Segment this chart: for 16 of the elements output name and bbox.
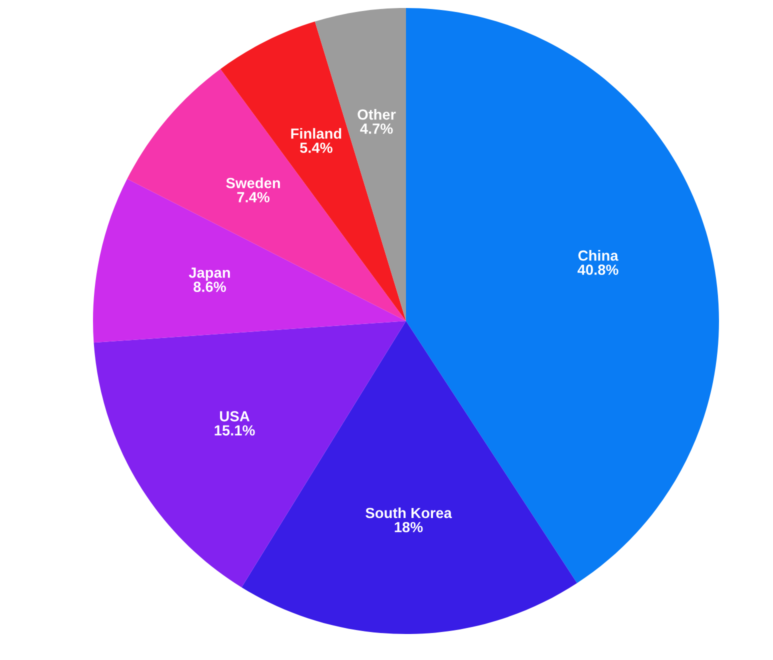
data-label: 40.8% <box>578 264 618 275</box>
slice-label: Japan <box>188 268 230 281</box>
slice-label: Finland <box>291 128 342 139</box>
data-label: 4.7% <box>360 124 393 134</box>
data-label: 8.6% <box>194 282 226 292</box>
slice-label: Other <box>358 109 396 120</box>
slice-label: South Korea <box>366 507 452 518</box>
data-label: 7.4% <box>237 192 270 202</box>
data-label: 18% <box>394 522 423 532</box>
slice-label: USA <box>220 411 250 422</box>
pie-slice <box>93 178 406 343</box>
data-label: 5.4% <box>300 142 332 153</box>
slice-label: China <box>578 250 618 261</box>
pie-slice <box>127 68 406 321</box>
slice-label: Sweden <box>226 178 280 188</box>
data-label: 15.1% <box>214 425 255 436</box>
